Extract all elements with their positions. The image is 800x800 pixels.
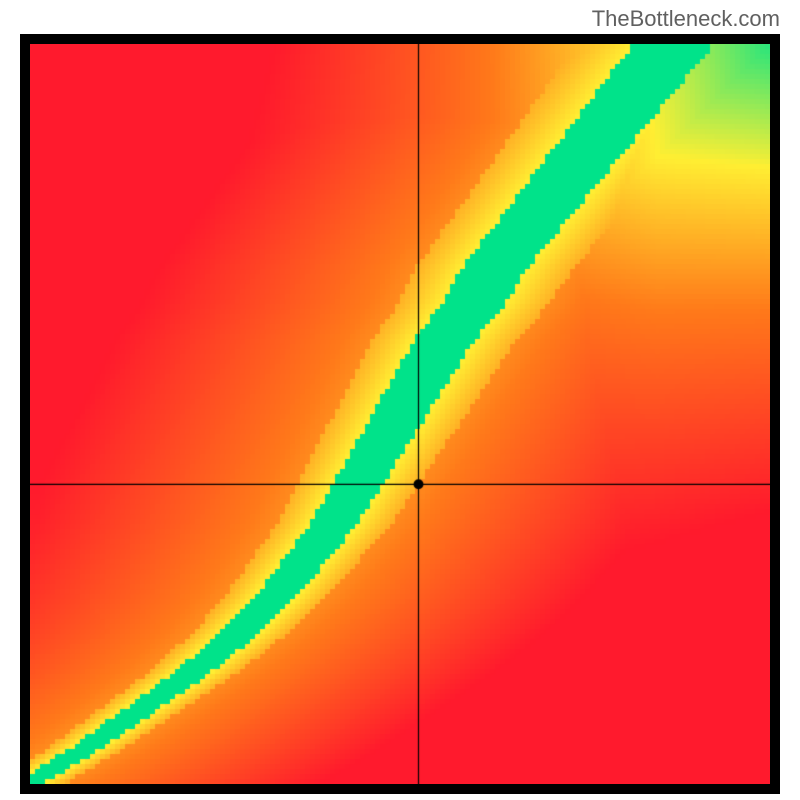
plot-frame [20,34,780,794]
image-root: TheBottleneck.com [0,0,800,800]
watermark-text: TheBottleneck.com [592,6,780,32]
heatmap-region [30,44,770,784]
heatmap-canvas [30,44,770,784]
